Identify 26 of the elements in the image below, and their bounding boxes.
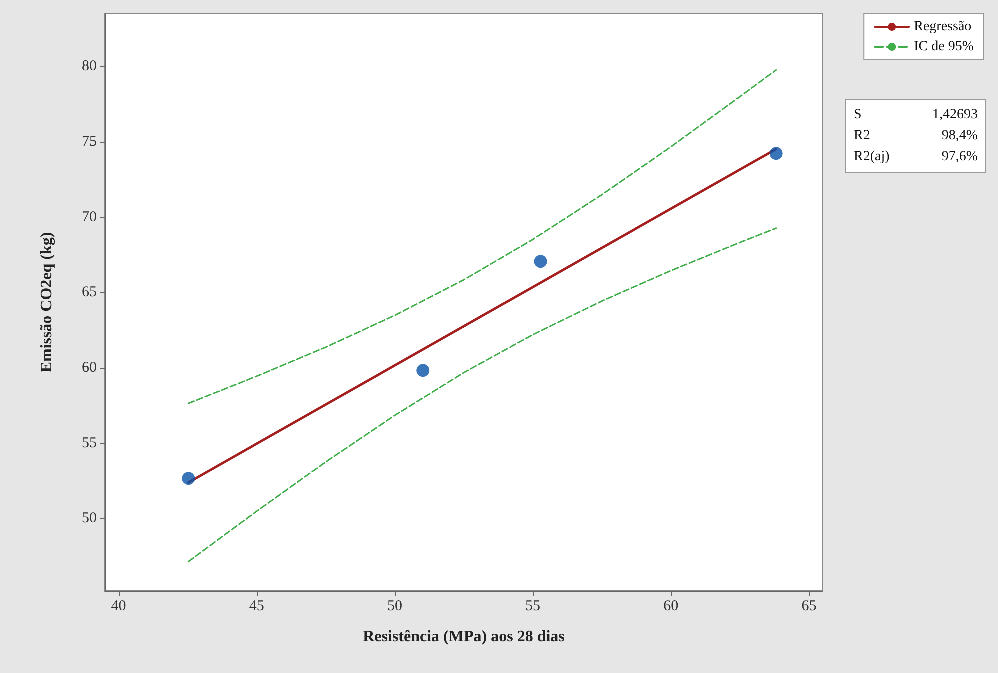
y-tick-label: 50	[82, 510, 97, 527]
point	[534, 255, 548, 268]
point	[770, 147, 783, 160]
text: S 1,42693	[854, 108, 978, 122]
y-tick-label: 70	[82, 209, 97, 226]
text: R2 98,4%	[854, 128, 978, 144]
y-tick-label: 55	[82, 435, 97, 452]
legend-label: IC de 95%	[914, 40, 974, 54]
x-axis-title: Resistência (MPa) aos 28 dias	[363, 628, 565, 646]
text: R2(aj) 97,6%	[854, 150, 978, 164]
x-tick-label: 60	[664, 598, 679, 614]
x-tick-label: 45	[249, 598, 264, 614]
y-tick-label: 80	[82, 58, 97, 75]
y-tick-label: 75	[82, 134, 97, 150]
x-tick-label: 65	[802, 598, 817, 614]
point	[416, 364, 430, 378]
legend-label: Regressão	[914, 20, 972, 34]
line-series	[188, 69, 778, 404]
x-tick-label: 40	[111, 598, 126, 614]
y-tick-label: 60	[82, 360, 97, 376]
y-tick-label: 65	[82, 284, 97, 301]
x-tick-label: 50	[387, 598, 402, 614]
y-axis-title: Emissão CO2eq (kg)	[38, 232, 56, 373]
point	[182, 472, 196, 486]
x-tick-label: 55	[526, 598, 541, 614]
line-series	[188, 228, 778, 563]
